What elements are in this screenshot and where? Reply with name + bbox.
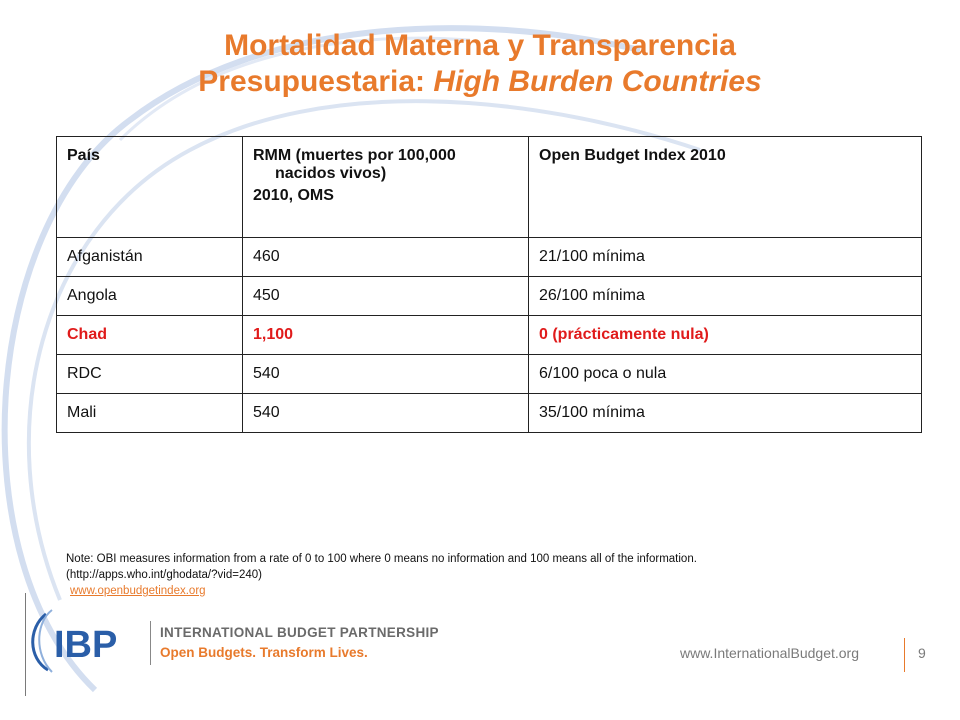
cell-obi: 35/100 mínima (528, 393, 922, 433)
cell-country: Chad (56, 315, 243, 355)
openbudgetindex-link[interactable]: www.openbudgetindex.org (70, 585, 206, 597)
title-line-2-italic: High Burden Countries (433, 65, 762, 98)
cell-obi: 0 (prácticamente nula) (528, 315, 922, 355)
title-line-1: Mortalidad Materna y Transparencia (224, 29, 736, 62)
cell-rmm: 540 (242, 393, 529, 433)
ibp-logo-text: IBP (54, 624, 117, 666)
organization-tagline: Open Budgets. Transform Lives. (160, 645, 368, 660)
note-line-2: (http://apps.who.int/ghodata/?vid=240) (66, 569, 262, 581)
table-row-highlighted: Chad 1,100 0 (prácticamente nula) (56, 315, 922, 355)
cell-country: Afganistán (56, 237, 243, 277)
source-note: Note: OBI measures information from a ra… (66, 551, 697, 599)
logo-divider (150, 621, 151, 665)
cell-rmm: 540 (242, 354, 529, 394)
header-rmm-line-2: nacidos vivos) (275, 165, 387, 182)
organization-name: INTERNATIONAL BUDGET PARTNERSHIP (160, 625, 439, 640)
footer-divider (904, 638, 905, 672)
left-divider-line (25, 593, 26, 696)
header-rmm-line-3: 2010, OMS (253, 187, 334, 204)
ibp-logo: IBP (31, 609, 117, 673)
table-row: Afganistán 460 21/100 mínima (56, 237, 922, 277)
cell-country: Angola (56, 276, 243, 316)
cell-country: RDC (56, 354, 243, 394)
title-line-2-prefix: Presupuestaria: (198, 65, 434, 98)
table-row: RDC 540 6/100 poca o nula (56, 354, 922, 394)
cell-rmm: 460 (242, 237, 529, 277)
header-rmm-line-1: RMM (muertes por 100,000 (253, 147, 456, 164)
cell-obi: 26/100 mínima (528, 276, 922, 316)
table-row: Mali 540 35/100 mínima (56, 393, 922, 433)
footer-website-url: www.InternationalBudget.org (680, 645, 859, 661)
slide-title: Mortalidad Materna y Transparencia Presu… (0, 28, 960, 100)
maternal-mortality-table: País RMM (muertes por 100,000 nacidos vi… (56, 136, 922, 433)
note-line-1: Note: OBI measures information from a ra… (66, 553, 697, 565)
title-line-2: Presupuestaria: High Burden Countries (0, 64, 960, 100)
table-header-row: País RMM (muertes por 100,000 nacidos vi… (56, 136, 922, 238)
cell-country: Mali (56, 393, 243, 433)
table-row: Angola 450 26/100 mínima (56, 276, 922, 316)
cell-obi: 21/100 mínima (528, 237, 922, 277)
cell-rmm: 1,100 (242, 315, 529, 355)
cell-rmm: 450 (242, 276, 529, 316)
page-number: 9 (918, 645, 926, 661)
header-country: País (56, 136, 243, 238)
header-rmm: RMM (muertes por 100,000 nacidos vivos) … (242, 136, 529, 238)
header-obi: Open Budget Index 2010 (528, 136, 922, 238)
cell-obi: 6/100 poca o nula (528, 354, 922, 394)
